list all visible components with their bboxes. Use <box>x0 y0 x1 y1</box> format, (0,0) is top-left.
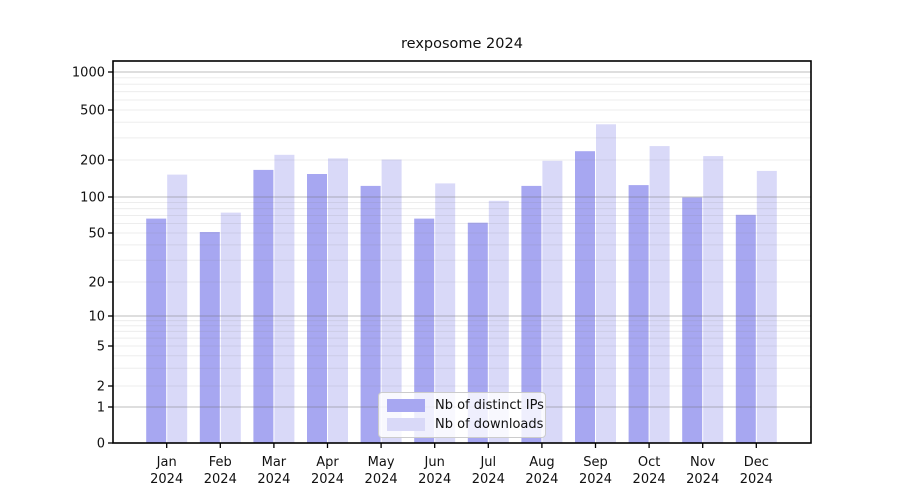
x-tick-label-year: 2024 <box>686 472 719 487</box>
x-tick-label-year: 2024 <box>257 472 290 487</box>
y-tick-label: 20 <box>88 276 105 291</box>
bar <box>467 222 488 443</box>
bar <box>167 174 188 443</box>
x-tick-label-month: Nov <box>690 455 716 470</box>
bar <box>146 218 167 443</box>
x-tick-label-month: May <box>368 455 395 470</box>
bar <box>253 169 274 443</box>
bar <box>521 185 542 443</box>
x-tick-label-year: 2024 <box>150 472 183 487</box>
bar <box>435 183 456 443</box>
bar <box>756 170 777 443</box>
bar <box>307 174 327 443</box>
x-tick-label-year: 2024 <box>365 472 398 487</box>
x-tick-label-year: 2024 <box>311 472 344 487</box>
x-axis: Jan 2024 Feb 2024 Mar 2024 Apr 2024 May 2024 Jun 20… <box>150 443 773 487</box>
bar <box>274 154 295 444</box>
x-tick-label-month: Jan <box>156 455 177 470</box>
bar <box>703 156 724 443</box>
x-tick-label-month: Sep <box>583 455 608 470</box>
bar <box>649 146 670 443</box>
bar <box>682 197 703 443</box>
bar <box>360 185 381 443</box>
bar <box>414 218 435 443</box>
legend-swatch-downloads-icon <box>387 417 425 431</box>
y-tick-label: 500 <box>80 104 105 119</box>
x-tick-label-year: 2024 <box>633 472 666 487</box>
y-tick-label: 1 <box>97 401 105 416</box>
y-tick-label: 5 <box>97 340 105 355</box>
bar <box>542 160 563 444</box>
bar <box>199 232 220 443</box>
axes-frame <box>112 60 812 444</box>
x-tick-label-month: Aug <box>529 455 554 470</box>
y-tick-label: 0 <box>97 437 105 452</box>
bar <box>328 158 348 443</box>
y-tick-label: 50 <box>88 227 105 242</box>
bar <box>575 151 595 443</box>
y-axis: 0 1 2 5 10 20 50 100 200 500 1000 <box>72 66 113 452</box>
x-tick-label-year: 2024 <box>525 472 558 487</box>
y-tick-label: 200 <box>80 154 105 169</box>
x-tick-label-month: Oct <box>638 455 660 470</box>
y-tick-label: 10 <box>88 310 105 325</box>
x-tick-label-year: 2024 <box>579 472 612 487</box>
x-tick-label-month: Feb <box>209 455 232 470</box>
legend-item-distinct-ips: Nb of distinct IPs <box>387 398 544 414</box>
bar <box>381 159 402 443</box>
bar <box>488 200 509 443</box>
x-tick-label-year: 2024 <box>740 472 773 487</box>
bars-layer <box>146 124 777 444</box>
y-tick-label: 1000 <box>72 66 105 81</box>
x-tick-label-month: Apr <box>316 455 339 470</box>
bar <box>628 185 649 443</box>
x-tick-label-month: Mar <box>262 455 287 470</box>
x-tick-label-month: Jul <box>479 455 496 470</box>
gridlines-layer <box>113 71 811 408</box>
legend-label-downloads: Nb of downloads <box>435 416 544 432</box>
bar <box>735 214 756 443</box>
legend-item-downloads: Nb of downloads <box>387 416 543 432</box>
x-tick-label-year: 2024 <box>418 472 451 487</box>
bar <box>596 124 616 444</box>
x-tick-label-year: 2024 <box>472 472 505 487</box>
y-tick-label: 2 <box>97 380 105 395</box>
chart-title: rexposome 2024 <box>401 36 523 52</box>
legend-swatch-distinct-ips-icon <box>387 399 425 413</box>
legend-label-distinct-ips: Nb of distinct IPs <box>435 398 544 414</box>
y-tick-label: 100 <box>80 191 105 206</box>
x-tick-label-year: 2024 <box>204 472 237 487</box>
x-tick-label-month: Jun <box>424 455 445 470</box>
x-tick-label-month: Dec <box>744 455 769 470</box>
bar <box>220 212 241 443</box>
legend: Nb of distinct IPs Nb of downloads <box>378 392 546 438</box>
